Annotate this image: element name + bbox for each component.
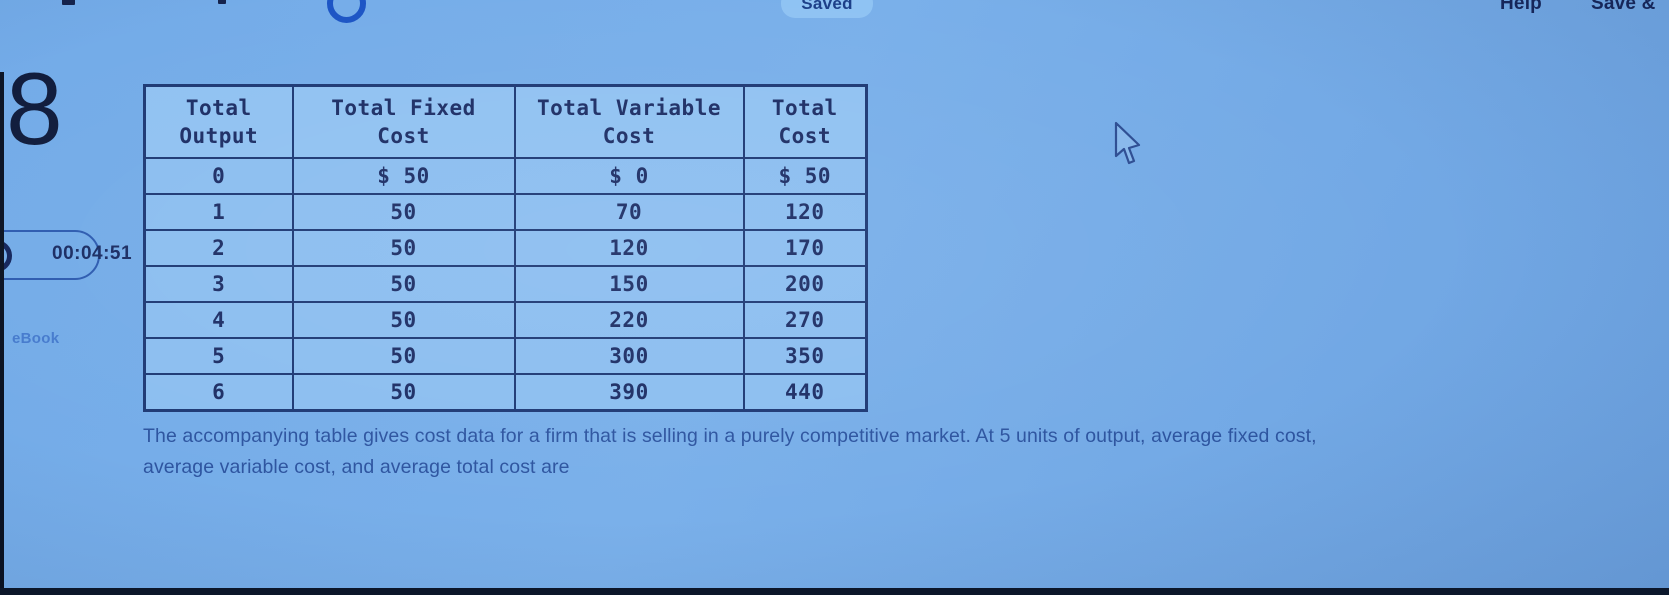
table-cell: $ 50 xyxy=(742,157,868,195)
table-row: 4 50 220 270 xyxy=(143,301,868,339)
header-total-cost: Total Cost xyxy=(742,84,868,159)
saved-status-badge: Saved xyxy=(781,0,873,18)
table-header-row: Total Output Total Fixed Cost Total Variab… xyxy=(143,84,868,159)
ebook-link[interactable]: eBook xyxy=(12,330,60,347)
table-cell: 50 xyxy=(291,193,516,231)
mouse-cursor-icon xyxy=(1114,121,1141,165)
table-cell: 5 xyxy=(143,337,294,375)
timer-pill xyxy=(0,230,100,280)
table-cell: 150 xyxy=(513,265,745,303)
table-cell: 1 xyxy=(143,193,294,231)
table-cell: 170 xyxy=(742,229,868,267)
table-cell: 440 xyxy=(742,373,868,412)
header-total-variable-cost: Total Variable Cost xyxy=(513,84,745,159)
timer-value: 00:04:51 xyxy=(52,243,133,264)
screen-edge-bottom xyxy=(0,588,1669,595)
table-row: 0 $ 50 $ 0 $ 50 xyxy=(143,157,868,195)
table-cell: $ 0 xyxy=(513,157,745,195)
table-row: 3 50 150 200 xyxy=(143,265,868,303)
table-row: 2 50 120 170 xyxy=(143,229,868,267)
top-chrome-fragment xyxy=(62,0,75,5)
table-cell: 50 xyxy=(291,229,516,267)
table-cell: 120 xyxy=(513,229,745,267)
table-cell: 50 xyxy=(291,373,516,412)
table-cell: 350 xyxy=(742,337,868,375)
question-number: 8 xyxy=(6,52,63,166)
table-cell: 50 xyxy=(291,265,516,303)
top-chrome-fragment xyxy=(218,0,226,4)
table-row: 6 50 390 440 xyxy=(143,373,868,412)
screen-edge-left xyxy=(0,72,4,595)
table-cell: $ 50 xyxy=(291,157,516,195)
save-and-exit-link[interactable]: Save & xyxy=(1591,0,1656,14)
table-row: 5 50 300 350 xyxy=(143,337,868,375)
table-cell: 50 xyxy=(291,301,516,339)
table-cell: 390 xyxy=(513,373,745,412)
question-line-2: average variable cost, and average total… xyxy=(143,456,570,478)
header-total-output: Total Output xyxy=(143,84,294,159)
table-cell: 50 xyxy=(291,337,516,375)
info-circle-icon[interactable] xyxy=(327,0,366,23)
table-cell: 270 xyxy=(742,301,868,339)
table-cell: 3 xyxy=(143,265,294,303)
table-cell: 200 xyxy=(742,265,868,303)
table-cell: 300 xyxy=(513,337,745,375)
table-row: 1 50 70 120 xyxy=(143,193,868,231)
help-link[interactable]: Help xyxy=(1500,0,1542,14)
table-cell: 70 xyxy=(513,193,745,231)
table-cell: 220 xyxy=(513,301,745,339)
table-cell: 2 xyxy=(143,229,294,267)
table-cell: 4 xyxy=(143,301,294,339)
question-line-1: The accompanying table gives cost data f… xyxy=(143,425,1317,447)
question-text: The accompanying table gives cost data f… xyxy=(143,421,1593,483)
cost-table: Total Output Total Fixed Cost Total Variab… xyxy=(143,84,868,412)
table-cell: 120 xyxy=(742,193,868,231)
table-cell: 0 xyxy=(143,157,294,195)
table-cell: 6 xyxy=(143,373,294,412)
header-total-fixed-cost: Total Fixed Cost xyxy=(291,84,516,159)
